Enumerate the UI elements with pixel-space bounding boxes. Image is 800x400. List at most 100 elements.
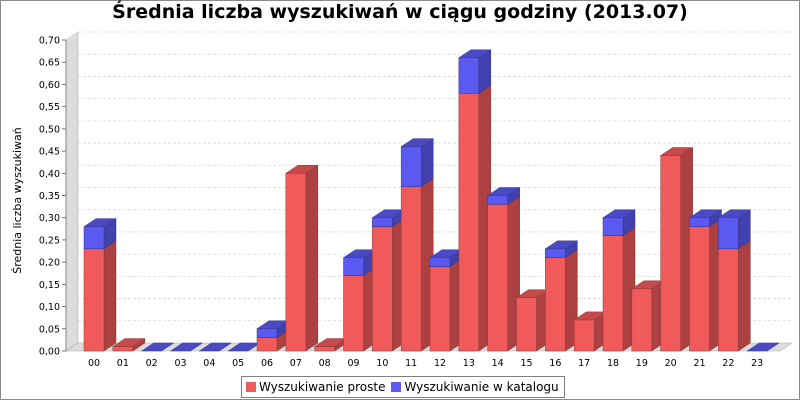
bar-simple-side [103,240,117,352]
x-tick-label: 21 [693,358,705,369]
y-tick-label: 0,00 [39,347,60,358]
bar-simple [256,337,278,352]
bar-catalog-top [486,187,521,196]
gridline-side [65,298,79,307]
bar-catalog-top [544,240,579,250]
bar-catalog [372,217,393,227]
bar-catalog-top [458,49,492,59]
bar-simple-top [112,338,146,347]
bar-simple [718,248,739,352]
bar-simple-top [659,147,694,156]
x-tick-label: 11 [405,358,417,369]
x-tick-label: 13 [463,358,475,369]
y-tick-label: 0,35 [39,191,60,202]
y-tick-label: 0,60 [39,80,60,91]
y-tick-label: 0,50 [39,124,60,135]
x-tick-label: 09 [347,358,359,369]
bar-catalog-side [420,138,434,188]
x-tick-label: 23 [751,358,763,369]
y-tick-label: 0,45 [39,147,60,158]
gridline-side [65,164,79,174]
bar-simple [285,173,307,352]
legend-item-simple: Wyszukiwanie proste [246,380,385,394]
legend-label-catalog: Wyszukiwanie w katalogu [404,380,559,394]
x-tick-label: 14 [492,358,504,369]
bar-simple [343,275,364,352]
bar-simple-side [305,164,319,352]
x-tick-label: 17 [578,358,590,369]
y-tick-label: 0,55 [39,102,60,113]
bar-catalog [718,217,739,250]
gridline-side [65,231,79,241]
bar-zero [169,342,204,352]
bar-simple [545,257,566,352]
bar-simple [429,266,451,352]
gridline-side [65,253,79,263]
x-tick-label: 19 [636,358,648,369]
bar-catalog [256,328,278,338]
gridline-side [65,53,79,63]
bar-catalog [343,257,364,276]
bar-catalog [602,217,624,236]
y-tick-label: 0,05 [39,324,60,335]
bar-simple [516,297,537,352]
x-tick-label: 20 [665,358,677,369]
bar-simple [487,204,508,352]
bar-catalog [545,248,566,258]
x-tick-label: 05 [232,358,244,369]
x-tick-label: 12 [434,358,446,369]
bar-simple [689,226,710,352]
gridline-side [65,209,79,219]
bar-catalog-top [688,209,723,218]
x-tick-label: 01 [117,358,129,369]
gridline-side [65,320,79,330]
bar-simple [660,155,681,352]
x-tick-label: 04 [203,358,215,369]
legend-label-simple: Wyszukiwanie proste [259,380,386,394]
bar-catalog [83,226,105,250]
bar-simple [573,319,595,352]
bar-simple [83,248,105,352]
bar-catalog-top [400,138,434,147]
chart-title: Średnia liczba wyszukiwań w ciągu godzin… [112,1,688,23]
y-tick-label: 0,15 [39,280,60,291]
bar-simple [458,93,480,352]
x-tick-label: 08 [319,358,331,369]
y-tick-label: 0,40 [39,169,60,180]
bar-simple [400,186,422,352]
bar-catalog [429,257,451,267]
y-tick-label: 0,25 [39,235,60,246]
y-tick-label: 0,65 [39,58,60,69]
bar-zero [140,342,175,352]
y-tick-label: 0,20 [39,258,60,269]
bar-simple [314,346,335,352]
x-tick-label: 00 [88,358,100,369]
x-tick-label: 06 [261,358,273,369]
bar-catalog-top [602,209,636,218]
legend-item-catalog: Wyszukiwanie w katalogu [391,380,559,394]
y-tick-label: 0,30 [39,213,60,224]
bar-catalog [400,146,422,187]
x-tick-label: 10 [376,358,388,369]
x-tick-label: 18 [607,358,619,369]
gridline-side [65,142,79,152]
bar-simple [631,288,653,352]
bar-catalog [487,195,508,205]
x-tick-label: 07 [290,358,302,369]
gridline-side [65,76,79,85]
x-tick-label: 22 [722,358,734,369]
y-tick-label: 0,70 [39,36,60,47]
bar-catalog [689,217,710,227]
gridline-side [65,31,79,41]
legend-swatch-simple [246,382,256,392]
gridline-side [65,187,79,196]
bar-zero [746,342,780,352]
bar-catalog [458,57,480,94]
bar-simple-top [285,165,319,174]
gridline-side [65,98,79,107]
legend-swatch-catalog [391,382,402,392]
y-tick-label: 0,10 [39,302,60,313]
x-tick-label: 15 [520,358,532,369]
bar-simple [112,346,134,352]
